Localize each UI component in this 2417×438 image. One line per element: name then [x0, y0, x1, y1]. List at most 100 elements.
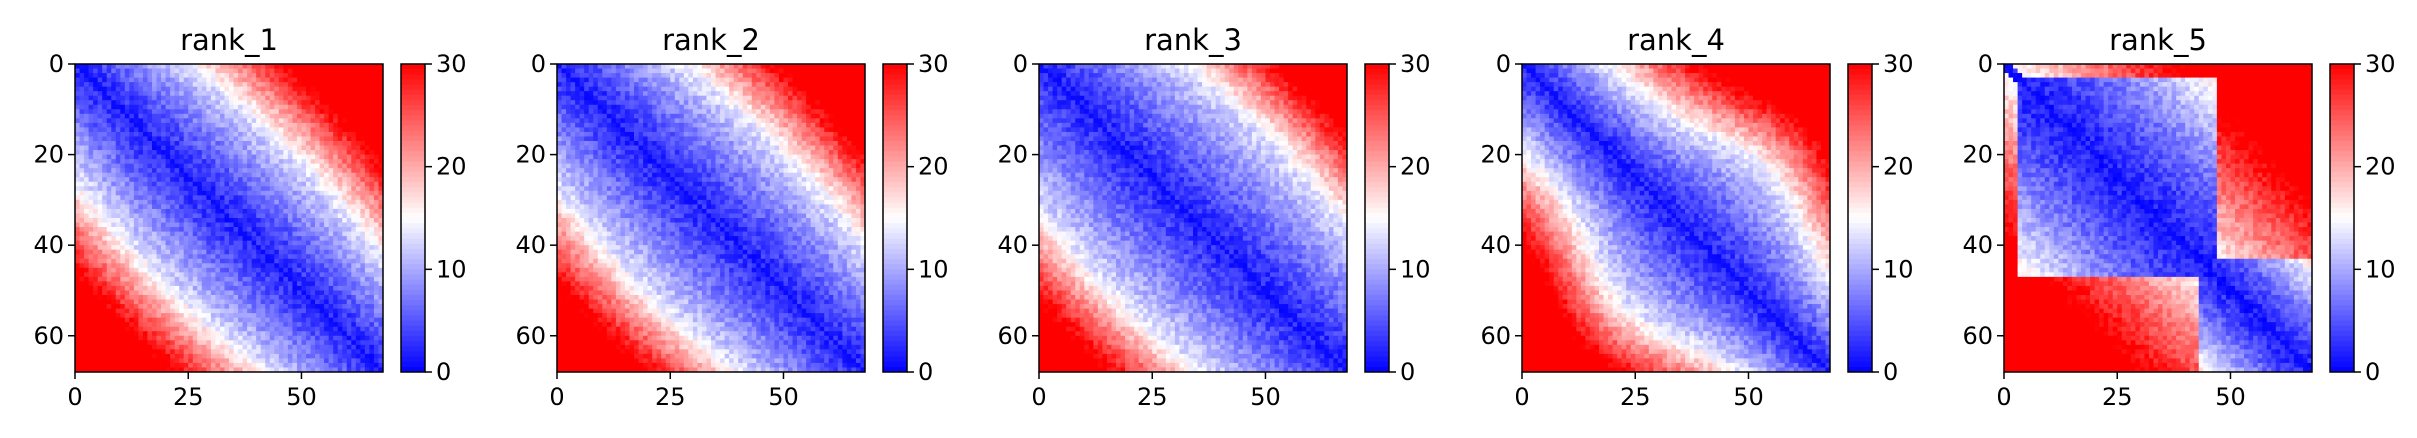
heatmap-cell: [220, 132, 225, 137]
heatmap-cell: [306, 236, 311, 241]
heatmap-cell: [306, 318, 311, 323]
heatmap-cell: [360, 186, 365, 191]
heatmap-cell: [292, 218, 297, 223]
heatmap-cell: [116, 290, 121, 295]
heatmap-cell: [116, 304, 121, 309]
heatmap-cell: [215, 340, 220, 345]
heatmap-cell: [220, 272, 225, 277]
heatmap-cell: [374, 155, 379, 160]
heatmap-cell: [234, 223, 239, 228]
heatmap-cell: [252, 268, 257, 273]
heatmap-cell: [84, 227, 89, 232]
heatmap-cell: [175, 159, 180, 164]
heatmap-cell: [356, 164, 361, 169]
heatmap-cell: [347, 127, 352, 132]
heatmap-cell: [301, 100, 306, 105]
heatmap-cell: [111, 118, 116, 123]
heatmap-cell: [134, 218, 139, 223]
heatmap-cell: [161, 236, 166, 241]
heatmap-cell: [320, 159, 325, 164]
heatmap-cell: [98, 132, 103, 137]
heatmap-cell: [788, 73, 793, 78]
heatmap-cell: [215, 259, 220, 264]
heatmap-cell: [98, 277, 103, 282]
heatmap-cell: [80, 87, 85, 92]
heatmap-cell: [84, 168, 89, 173]
heatmap-cell: [138, 123, 143, 128]
heatmap-cell: [234, 200, 239, 205]
heatmap-cell: [279, 250, 284, 255]
heatmap-cell: [369, 213, 374, 218]
heatmap-cell: [297, 322, 302, 327]
heatmap-cell: [265, 322, 270, 327]
heatmap-cell: [247, 318, 252, 323]
heatmap-cell: [138, 78, 143, 83]
heatmap-cell: [184, 204, 189, 209]
heatmap-cell: [224, 363, 229, 368]
heatmap-cell: [270, 272, 275, 277]
heatmap-cell: [157, 186, 162, 191]
heatmap-cell: [279, 232, 284, 237]
heatmap-cell: [238, 150, 243, 155]
heatmap-cell: [716, 69, 721, 74]
heatmap-cell: [184, 73, 189, 78]
heatmap-cell: [288, 336, 293, 341]
heatmap-cell: [274, 114, 279, 119]
heatmap-cell: [306, 132, 311, 137]
heatmap-cell: [261, 204, 266, 209]
heatmap-cell: [197, 286, 202, 291]
heatmap-cell: [166, 186, 171, 191]
heatmap-cell: [329, 254, 334, 259]
heatmap-cell: [297, 345, 302, 350]
heatmap-cell: [229, 327, 234, 332]
heatmap-cell: [274, 263, 279, 268]
heatmap-cell: [338, 114, 343, 119]
heatmap-cell: [338, 150, 343, 155]
heatmap-cell: [93, 300, 98, 305]
heatmap-cell: [197, 318, 202, 323]
heatmap-cell: [374, 254, 379, 259]
heatmap-cell: [338, 281, 343, 286]
heatmap-cell: [197, 73, 202, 78]
heatmap-cell: [247, 177, 252, 182]
heatmap-cell: [306, 213, 311, 218]
heatmap-cell: [175, 300, 180, 305]
heatmap-cell: [157, 268, 162, 273]
heatmap-cell: [342, 304, 347, 309]
heatmap-cell: [329, 268, 334, 273]
heatmap-cell: [347, 132, 352, 137]
heatmap-cell: [202, 100, 207, 105]
heatmap-cell: [224, 318, 229, 323]
heatmap-cell: [351, 345, 356, 350]
heatmap-cell: [297, 82, 302, 87]
heatmap-cell: [252, 114, 257, 119]
heatmap-cell: [143, 227, 148, 232]
heatmap-cell: [584, 82, 589, 87]
heatmap-cell: [166, 245, 171, 250]
heatmap-cell: [283, 268, 288, 273]
heatmap-cell: [347, 254, 352, 259]
heatmap-cell: [360, 318, 365, 323]
heatmap-cell: [274, 69, 279, 74]
heatmap-cell: [152, 136, 157, 141]
heatmap-cell: [193, 313, 198, 318]
heatmap-cell: [238, 69, 243, 74]
heatmap-cell: [279, 69, 284, 74]
heatmap-cell: [179, 241, 184, 246]
heatmap-cell: [170, 268, 175, 273]
heatmap-cell: [147, 300, 152, 305]
heatmap-cell: [256, 304, 261, 309]
heatmap-cell: [297, 87, 302, 92]
heatmap-cell: [288, 254, 293, 259]
heatmap-cell: [675, 78, 680, 83]
heatmap-cell: [206, 300, 211, 305]
heatmap-cell: [84, 223, 89, 228]
heatmap-cell: [89, 177, 94, 182]
heatmap-cell: [175, 281, 180, 286]
heatmap-cell: [170, 218, 175, 223]
heatmap-cell: [102, 304, 107, 309]
heatmap-cell: [238, 318, 243, 323]
heatmap-cell: [134, 313, 139, 318]
heatmap-cell: [365, 132, 370, 137]
heatmap-cell: [311, 254, 316, 259]
